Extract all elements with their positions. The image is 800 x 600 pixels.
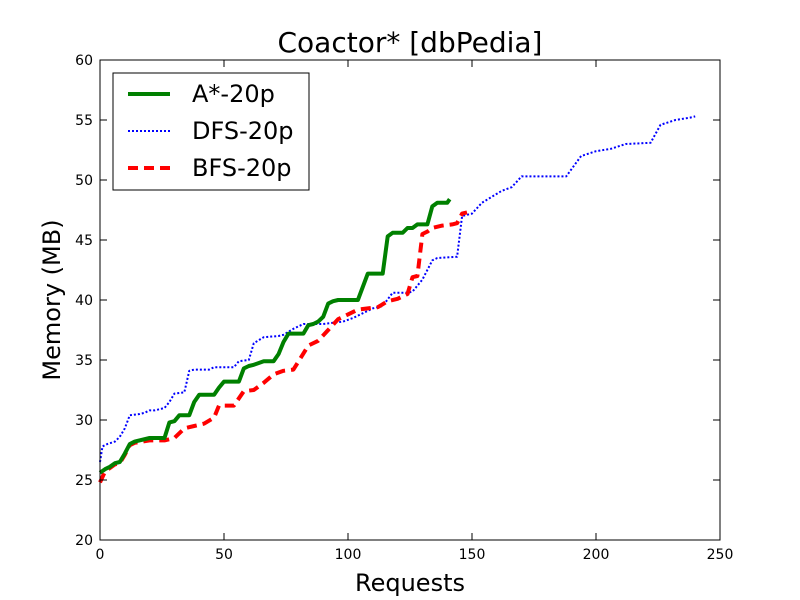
- y-tick-label: 60: [75, 53, 93, 69]
- y-tick-label: 35: [75, 353, 93, 369]
- x-tick-label: 250: [707, 547, 734, 563]
- x-tick-label: 100: [335, 547, 362, 563]
- y-tick-label: 25: [75, 473, 93, 489]
- y-tick-label: 40: [75, 293, 93, 309]
- x-tick-label: 0: [96, 547, 105, 563]
- y-axis-title: Memory (MB): [38, 219, 66, 380]
- legend-label: A*-20p: [192, 80, 275, 108]
- legend: A*-20p DFS-20p BFS-20p: [112, 72, 310, 191]
- x-tick-label: 200: [583, 547, 610, 563]
- y-tick-label: 45: [75, 233, 93, 249]
- y-tick-label: 20: [75, 533, 93, 549]
- tick-layer: 0 50 100 150 200 250 20 25 30 35 40 45 50 55 60: [75, 53, 733, 563]
- series-line-bfs-20p: [98, 210, 468, 484]
- x-axis-title: Requests: [355, 569, 465, 597]
- x-tick-label: 150: [459, 547, 486, 563]
- x-tick-label: 50: [215, 547, 233, 563]
- legend-label: BFS-20p: [192, 154, 292, 182]
- y-tick-label: 30: [75, 413, 93, 429]
- y-tick-label: 55: [75, 113, 93, 129]
- legend-label: DFS-20p: [192, 117, 294, 145]
- y-tick-label: 50: [75, 173, 93, 189]
- series-layer: [98, 115, 696, 484]
- chart-title: Coactor* [dbPedia]: [278, 26, 543, 59]
- series-line-a-20p: [98, 198, 452, 475]
